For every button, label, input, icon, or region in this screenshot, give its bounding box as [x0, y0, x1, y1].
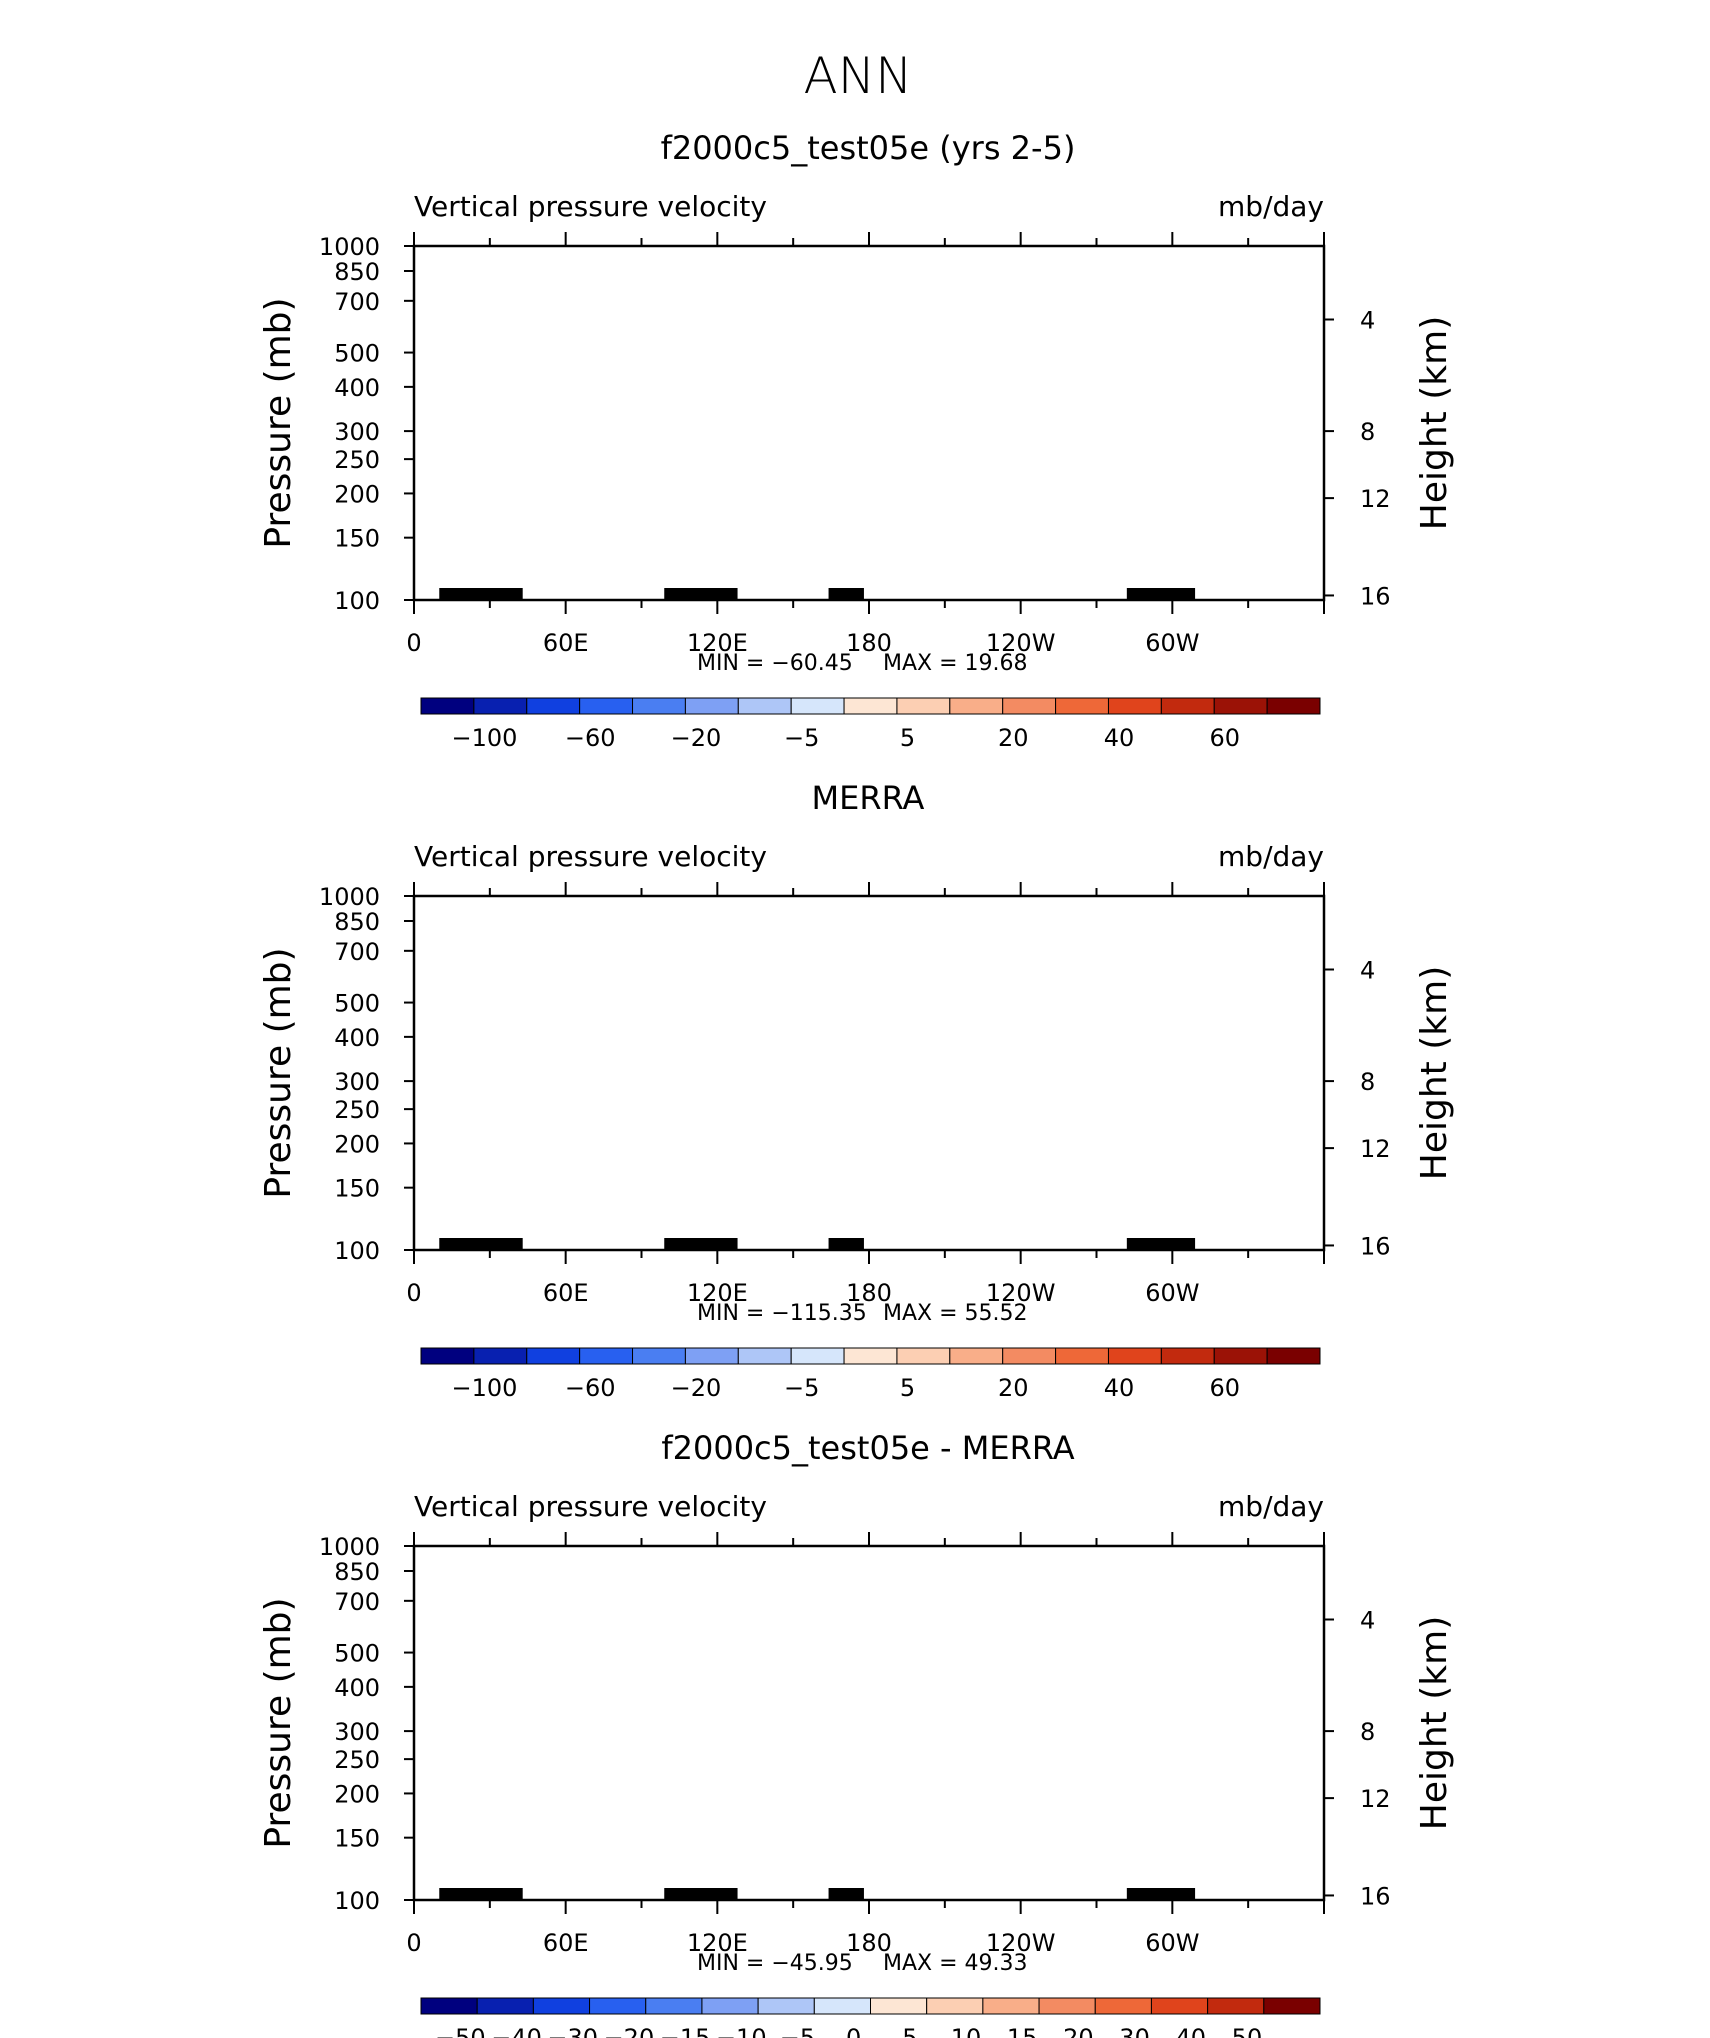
topography-mask	[828, 588, 864, 600]
y-tick-label: 200	[334, 480, 380, 508]
colorbar-label: 5	[900, 724, 915, 752]
y-tick-label: 250	[334, 446, 380, 474]
colorbar-box	[473, 697, 528, 715]
colorbar-box	[1055, 697, 1109, 715]
topography-mask	[1126, 588, 1196, 600]
y-tick-label: 400	[334, 374, 380, 402]
y-tick-label: 1000	[319, 233, 380, 261]
y2-tick-label: 12	[1360, 485, 1391, 513]
colorbar-label: 60	[1210, 724, 1241, 752]
colorbar-box	[420, 697, 475, 715]
colorbar-label: −20	[671, 724, 722, 752]
colorbar-box	[579, 697, 634, 715]
colorbar-box	[896, 697, 951, 715]
x-tick-label: 60W	[1145, 629, 1199, 657]
variable-label: Vertical pressure velocity	[414, 840, 767, 873]
colorbar-box	[949, 697, 1004, 715]
y-tick-label: 850	[334, 258, 380, 286]
panel-title: MERRA	[812, 779, 925, 817]
y-axis-title: Pressure (mb)	[258, 297, 299, 548]
x-tick-label: 120E	[687, 629, 748, 657]
colorbar	[420, 697, 1321, 715]
colorbar-box	[1002, 697, 1057, 715]
x-tick-label: 180	[846, 629, 892, 657]
colorbar-label: −60	[565, 724, 616, 752]
colorbar-box	[843, 697, 898, 715]
colorbar-box	[632, 697, 686, 715]
colorbar-label: 40	[1104, 724, 1135, 752]
x-tick-label: 120W	[986, 629, 1056, 657]
colorbar-box	[1160, 697, 1215, 715]
y-tick-label: 500	[334, 340, 380, 368]
colorbar-label: 20	[998, 724, 1029, 752]
min-label: MIN = −60.45	[697, 651, 853, 676]
max-label: MAX = 19.68	[883, 651, 1028, 676]
plot-frame	[412, 244, 1326, 602]
topography-mask	[664, 588, 738, 600]
colorbar-box	[737, 697, 792, 715]
y2-tick-label: 8	[1360, 418, 1375, 446]
panels-container: f2000c5_test05e (yrs 2-5) Vertical pressu…	[258, 129, 1455, 2038]
y2-axis-title: Height (km)	[1414, 316, 1455, 530]
y-tick-label: 150	[334, 525, 380, 553]
variable-label: Vertical pressure velocity	[414, 190, 767, 223]
panel-title: f2000c5_test05e (yrs 2-5)	[661, 129, 1076, 167]
y2-tick-label: 4	[1360, 306, 1375, 334]
units-label: mb/day	[1218, 840, 1324, 873]
colorbar-box	[684, 697, 739, 715]
y-tick-label: 100	[334, 587, 380, 615]
y-tick-label: 700	[334, 288, 380, 316]
colorbar-box	[1107, 697, 1162, 715]
colorbar-box	[526, 697, 581, 715]
figure-title: ANN	[803, 47, 912, 105]
y-tick-label: 300	[334, 418, 380, 446]
y2-tick-label: 16	[1360, 582, 1391, 610]
panel-1: f2000c5_test05e (yrs 2-5) Vertical pressu…	[258, 129, 1455, 752]
colorbar-box	[1213, 697, 1268, 715]
colorbar-box	[1266, 697, 1321, 715]
colorbar-label: −100	[451, 724, 517, 752]
colorbar-label: −5	[784, 724, 819, 752]
topography-mask	[439, 588, 523, 600]
x-tick-label: 60E	[543, 629, 589, 657]
x-tick-label: 0	[406, 629, 421, 657]
units-label: mb/day	[1218, 190, 1324, 223]
colorbar-box	[790, 697, 845, 715]
